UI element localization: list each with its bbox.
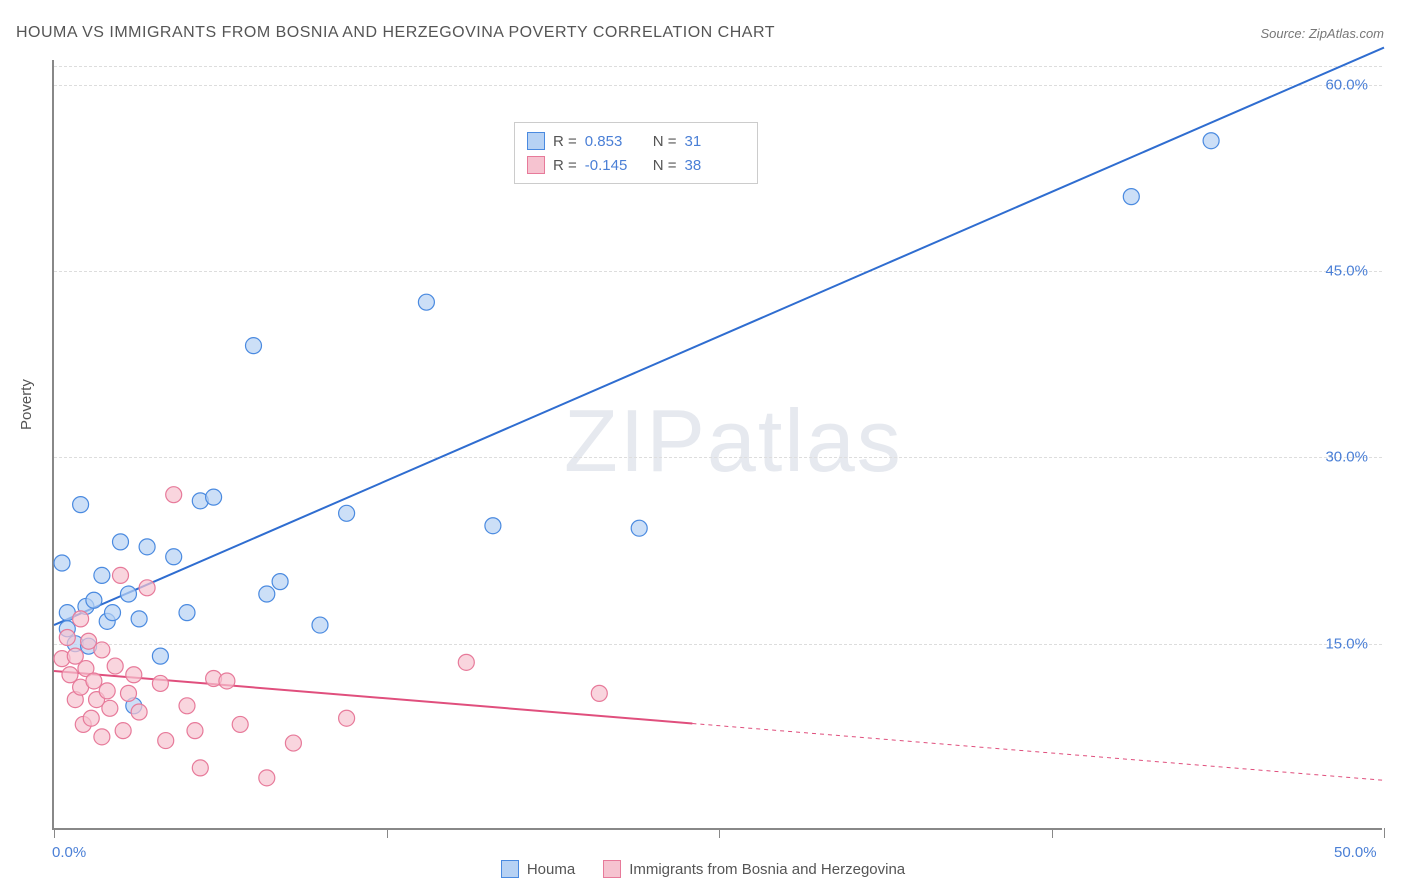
data-point	[120, 685, 136, 701]
n-label: N =	[653, 157, 677, 174]
data-point	[139, 580, 155, 596]
data-point	[126, 667, 142, 683]
data-point	[120, 586, 136, 602]
data-point	[312, 617, 328, 633]
r-value-bosnia: -0.145	[585, 157, 645, 174]
data-point	[1203, 133, 1219, 149]
data-point	[73, 497, 89, 513]
data-point	[54, 555, 70, 571]
legend-row: R = -0.145 N = 38	[527, 153, 745, 177]
chart-title: HOUMA VS IMMIGRANTS FROM BOSNIA AND HERZ…	[16, 24, 775, 42]
data-point	[339, 710, 355, 726]
y-axis-label: Poverty	[18, 379, 35, 430]
data-point	[259, 770, 275, 786]
data-point	[179, 698, 195, 714]
data-point	[59, 630, 75, 646]
y-tick-label: 30.0%	[1325, 449, 1368, 466]
x-tick-label: 0.0%	[52, 844, 86, 861]
data-point	[83, 710, 99, 726]
data-point	[115, 723, 131, 739]
data-point	[192, 760, 208, 776]
data-point	[102, 700, 118, 716]
data-point	[206, 489, 222, 505]
y-tick-label: 60.0%	[1325, 76, 1368, 93]
data-point	[139, 539, 155, 555]
data-point	[99, 683, 115, 699]
data-point	[418, 294, 434, 310]
x-tick	[1384, 828, 1385, 838]
legend-swatch-icon	[501, 860, 519, 878]
data-point	[152, 648, 168, 664]
legend-swatch-icon	[603, 860, 621, 878]
data-point	[485, 518, 501, 534]
legend-row: R = 0.853 N = 31	[527, 129, 745, 153]
data-point	[131, 611, 147, 627]
data-point	[73, 611, 89, 627]
x-tick	[1052, 828, 1053, 838]
data-point	[113, 567, 129, 583]
data-point	[166, 549, 182, 565]
data-point	[94, 642, 110, 658]
regression-line-extrapolated	[692, 723, 1384, 780]
legend-swatch-houma	[527, 132, 545, 150]
n-label: N =	[653, 133, 677, 150]
r-label: R =	[553, 157, 577, 174]
data-point	[591, 685, 607, 701]
data-point	[285, 735, 301, 751]
data-point	[219, 673, 235, 689]
legend-swatch-bosnia	[527, 156, 545, 174]
chart-container: HOUMA VS IMMIGRANTS FROM BOSNIA AND HERZ…	[0, 0, 1406, 892]
legend-item-bosnia: Immigrants from Bosnia and Herzegovina	[603, 860, 905, 878]
x-tick-label: 50.0%	[1334, 844, 1377, 861]
data-point	[339, 505, 355, 521]
data-point	[131, 704, 147, 720]
data-point	[152, 675, 168, 691]
y-tick-label: 45.0%	[1325, 263, 1368, 280]
series-legend: Houma Immigrants from Bosnia and Herzego…	[0, 860, 1406, 878]
data-point	[272, 574, 288, 590]
legend-label: Immigrants from Bosnia and Herzegovina	[629, 861, 905, 878]
plot-area: ZIPatlas 15.0%30.0%45.0%60.0% R = 0.853 …	[52, 60, 1382, 830]
data-point	[166, 487, 182, 503]
data-point	[458, 654, 474, 670]
x-tick	[387, 828, 388, 838]
data-point	[158, 733, 174, 749]
source-attribution: Source: ZipAtlas.com	[1260, 26, 1384, 41]
correlation-legend: R = 0.853 N = 31 R = -0.145 N = 38	[514, 122, 758, 184]
data-point	[94, 729, 110, 745]
n-value-bosnia: 38	[685, 157, 745, 174]
data-point	[246, 338, 262, 354]
data-point	[232, 716, 248, 732]
data-point	[113, 534, 129, 550]
data-point	[179, 605, 195, 621]
data-point	[86, 673, 102, 689]
data-point	[107, 658, 123, 674]
data-point	[105, 605, 121, 621]
data-point	[94, 567, 110, 583]
data-point	[1123, 189, 1139, 205]
r-value-houma: 0.853	[585, 133, 645, 150]
r-label: R =	[553, 133, 577, 150]
y-tick-label: 15.0%	[1325, 635, 1368, 652]
data-point	[631, 520, 647, 536]
x-tick	[719, 828, 720, 838]
legend-label: Houma	[527, 861, 575, 878]
data-point	[259, 586, 275, 602]
x-tick	[54, 828, 55, 838]
legend-item-houma: Houma	[501, 860, 575, 878]
data-point	[86, 592, 102, 608]
data-point	[187, 723, 203, 739]
n-value-houma: 31	[685, 133, 745, 150]
